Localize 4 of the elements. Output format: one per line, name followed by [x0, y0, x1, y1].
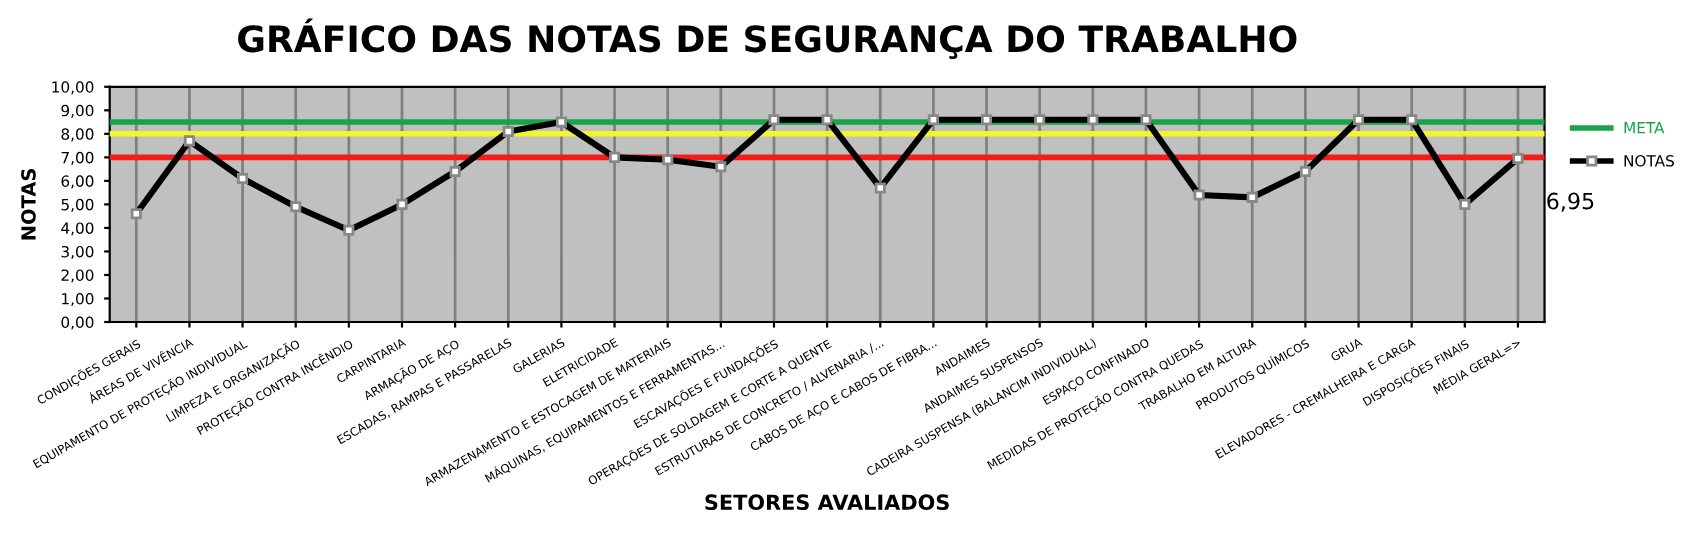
- data-label: 6,95: [1547, 192, 1594, 212]
- chart-title: GRÁFICO DAS NOTAS DE SEGURANÇA DO TRABALHO: [238, 18, 1297, 59]
- y-axis-title: NOTAS: [21, 169, 36, 240]
- x-axis-title: SETORES AVALIADOS: [705, 494, 949, 511]
